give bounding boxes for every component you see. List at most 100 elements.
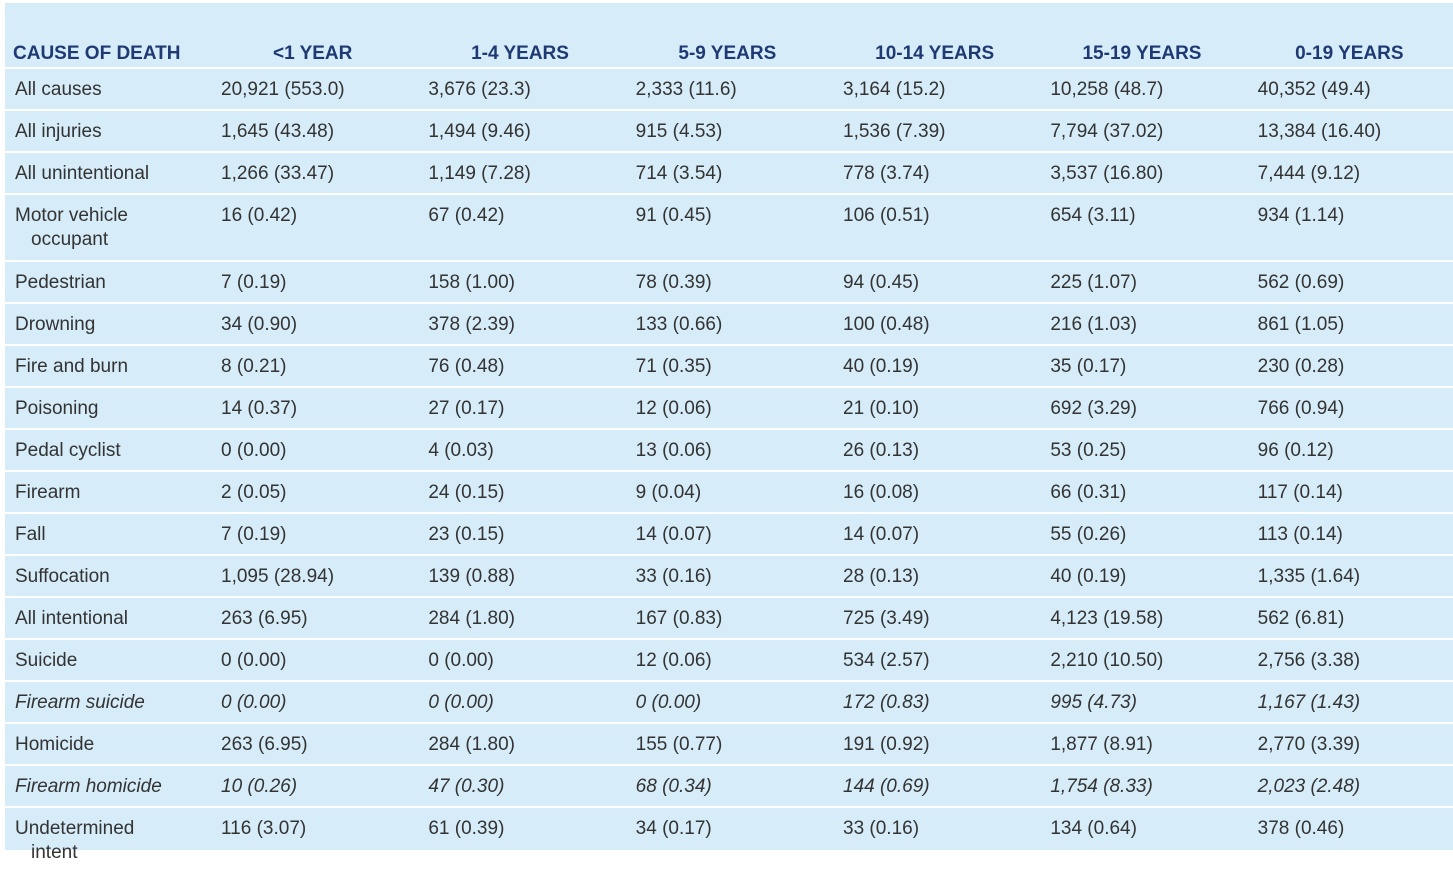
- value-cell: 155 (0.77): [623, 722, 831, 765]
- value-cell: 100 (0.48): [831, 302, 1039, 345]
- value-cell: 13 (0.06): [623, 428, 831, 471]
- value-cell: 33 (0.16): [831, 806, 1039, 873]
- value-cell: 3,676 (23.3): [416, 67, 624, 110]
- value-cell: 67 (0.42): [416, 193, 624, 261]
- value-cell: 778 (3.74): [831, 151, 1039, 194]
- value-cell: 2,023 (2.48): [1245, 764, 1453, 807]
- value-cell: 0 (0.00): [209, 680, 417, 723]
- value-cell: 191 (0.92): [831, 722, 1039, 765]
- value-cell: 14 (0.37): [209, 386, 417, 429]
- cause-label: Homicide: [15, 734, 95, 755]
- value-cell: 378 (2.39): [416, 302, 624, 345]
- cause-label: All causes: [15, 79, 102, 100]
- cause-cell: Homicide: [5, 722, 210, 765]
- column-header-0-19: 0-19 YEARS: [1245, 3, 1453, 69]
- table-row: All injuries 1,645 (43.48) 1,494 (9.46) 915…: [5, 109, 1453, 152]
- value-cell: 116 (3.07): [209, 806, 417, 873]
- value-cell: 34 (0.90): [209, 302, 417, 345]
- value-cell: 14 (0.07): [831, 512, 1039, 555]
- column-header-15-19: 15-19 YEARS: [1038, 3, 1246, 69]
- value-cell: 4,123 (19.58): [1038, 596, 1246, 639]
- value-cell: 2 (0.05): [209, 470, 417, 513]
- value-cell: 263 (6.95): [209, 596, 417, 639]
- value-cell: 1,645 (43.48): [209, 109, 417, 152]
- value-cell: 692 (3.29): [1038, 386, 1246, 429]
- value-cell: 9 (0.04): [623, 470, 831, 513]
- table-row: All intentional 263 (6.95) 284 (1.80) 167 (…: [5, 596, 1453, 639]
- cause-label-continued: occupant: [31, 229, 109, 250]
- table-row: All unintentional 1,266 (33.47) 1,149 (7.2…: [5, 151, 1453, 194]
- mortality-table: CAUSE OF DEATH <1 YEAR 1-4 YEARS 5-9 YEA…: [5, 3, 1453, 873]
- value-cell: 35 (0.17): [1038, 344, 1246, 387]
- cause-label: Fall: [15, 524, 46, 545]
- value-cell: 33 (0.16): [623, 554, 831, 597]
- value-cell: 378 (0.46): [1245, 806, 1453, 873]
- value-cell: 1,149 (7.28): [416, 151, 624, 194]
- value-cell: 3,164 (15.2): [831, 67, 1039, 110]
- value-cell: 534 (2.57): [831, 638, 1039, 681]
- value-cell: 91 (0.45): [623, 193, 831, 261]
- cause-label: All injuries: [15, 121, 102, 142]
- value-cell: 1,167 (1.43): [1245, 680, 1453, 723]
- column-header-1-4: 1-4 YEARS: [416, 3, 624, 69]
- value-cell: 654 (3.11): [1038, 193, 1246, 261]
- cause-cell: Firearm suicide: [5, 680, 210, 723]
- cause-label: Firearm homicide: [15, 776, 162, 797]
- cause-cell: Firearm: [5, 470, 210, 513]
- value-cell: 1,536 (7.39): [831, 109, 1039, 152]
- value-cell: 995 (4.73): [1038, 680, 1246, 723]
- cause-label: Poisoning: [15, 398, 99, 419]
- value-cell: 113 (0.14): [1245, 512, 1453, 555]
- value-cell: 61 (0.39): [416, 806, 624, 873]
- cause-cell: Drowning: [5, 302, 210, 345]
- value-cell: 27 (0.17): [416, 386, 624, 429]
- cause-cell: All unintentional: [5, 151, 210, 194]
- cause-cell: All intentional: [5, 596, 210, 639]
- value-cell: 7,444 (9.12): [1245, 151, 1453, 194]
- value-cell: 21 (0.10): [831, 386, 1039, 429]
- value-cell: 2,770 (3.39): [1245, 722, 1453, 765]
- table-row: Suffocation 1,095 (28.94) 139 (0.88) 33 (0.…: [5, 554, 1453, 597]
- cause-label: Pedal cyclist: [15, 440, 121, 461]
- cause-cell: Poisoning: [5, 386, 210, 429]
- value-cell: 2,333 (11.6): [623, 67, 831, 110]
- value-cell: 284 (1.80): [416, 596, 624, 639]
- cause-cell: Fire and burn: [5, 344, 210, 387]
- value-cell: 3,537 (16.80): [1038, 151, 1246, 194]
- value-cell: 40 (0.19): [1038, 554, 1246, 597]
- value-cell: 7,794 (37.02): [1038, 109, 1246, 152]
- table-row: Fire and burn 8 (0.21) 76 (0.48) 71 (0.35) 4…: [5, 344, 1453, 387]
- value-cell: 1,335 (1.64): [1245, 554, 1453, 597]
- value-cell: 562 (0.69): [1245, 260, 1453, 303]
- value-cell: 94 (0.45): [831, 260, 1039, 303]
- cause-label: Pedestrian: [15, 272, 106, 293]
- table-row: Drowning 34 (0.90) 378 (2.39) 133 (0.66) 100…: [5, 302, 1453, 345]
- value-cell: 78 (0.39): [623, 260, 831, 303]
- value-cell: 14 (0.07): [623, 512, 831, 555]
- value-cell: 7 (0.19): [209, 512, 417, 555]
- column-header-under-1: <1 YEAR: [209, 3, 417, 69]
- value-cell: 1,266 (33.47): [209, 151, 417, 194]
- value-cell: 133 (0.66): [623, 302, 831, 345]
- value-cell: 12 (0.06): [623, 638, 831, 681]
- value-cell: 40,352 (49.4): [1245, 67, 1453, 110]
- value-cell: 47 (0.30): [416, 764, 624, 807]
- value-cell: 20,921 (553.0): [209, 67, 417, 110]
- cause-label: Suicide: [15, 650, 78, 671]
- table-row: Motor vehicle occupant 16 (0.42) 67 (0.42) 9…: [5, 193, 1453, 261]
- table-row: Homicide 263 (6.95) 284 (1.80) 155 (0.77) 19…: [5, 722, 1453, 765]
- value-cell: 7 (0.19): [209, 260, 417, 303]
- cause-cell: Fall: [5, 512, 210, 555]
- value-cell: 12 (0.06): [623, 386, 831, 429]
- table-row: Undetermined intent 116 (3.07) 61 (0.39) 34 …: [5, 806, 1453, 873]
- table-row: Firearm 2 (0.05) 24 (0.15) 9 (0.04) 16 (0.08…: [5, 470, 1453, 513]
- value-cell: 66 (0.31): [1038, 470, 1246, 513]
- value-cell: 167 (0.83): [623, 596, 831, 639]
- cause-label-continued: intent: [31, 842, 78, 863]
- value-cell: 158 (1.00): [416, 260, 624, 303]
- cause-cell: Firearm homicide: [5, 764, 210, 807]
- cause-label: Fire and burn: [15, 356, 129, 377]
- value-cell: 16 (0.08): [831, 470, 1039, 513]
- value-cell: 71 (0.35): [623, 344, 831, 387]
- value-cell: 68 (0.34): [623, 764, 831, 807]
